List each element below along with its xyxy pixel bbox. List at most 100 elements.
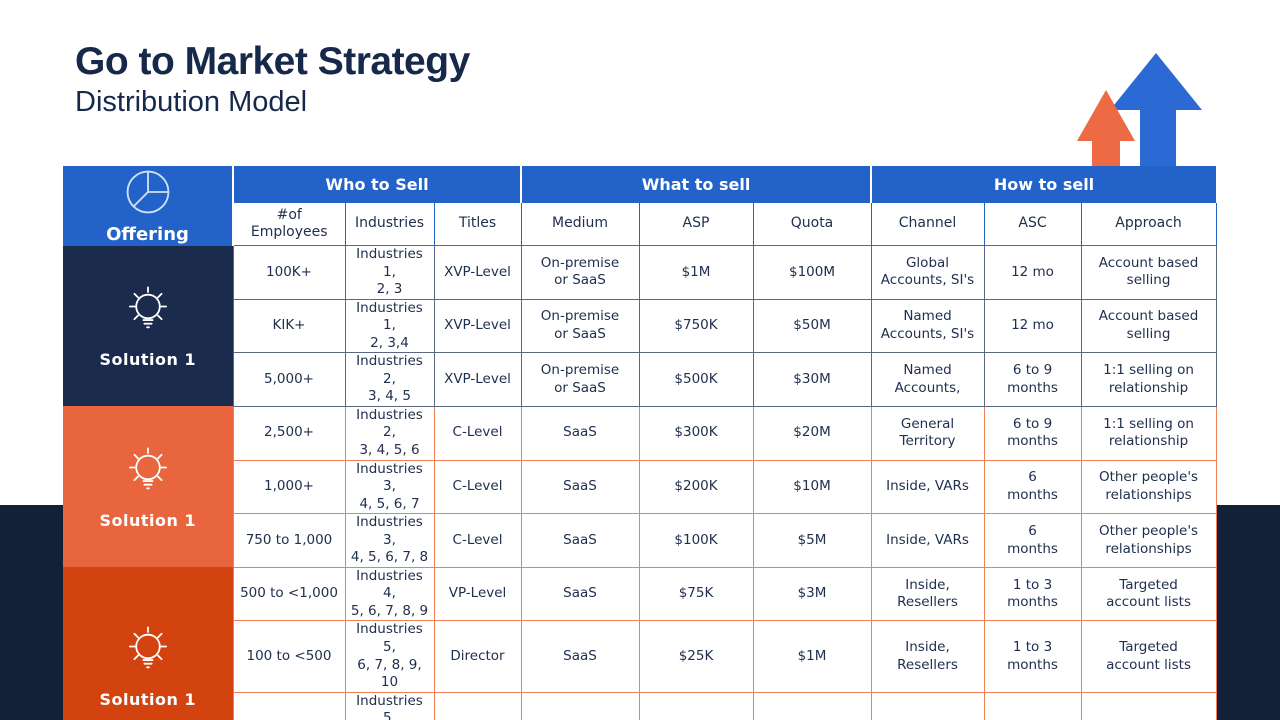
table-cell: XVP-Level — [433, 245, 522, 300]
table-cell: Industries 5, 6, 7, 8, 9, 10 — [344, 691, 435, 720]
table-row: Solution 1 500 to <1,000 Industries 4, 5, … — [63, 566, 1217, 720]
table-row: <100Industries 5, 6, 7, 8, 9, 10Director… — [63, 691, 1217, 720]
table-cell: 1:1 selling on relationship — [1080, 405, 1217, 461]
table-cell: $5K — [638, 691, 754, 720]
table-cell: 6 to 9 months — [983, 352, 1082, 407]
lightbulb-icon — [128, 626, 167, 669]
table-cell: $30M — [752, 352, 872, 407]
table-cell: $25K — [638, 620, 754, 693]
table-cell: Targeted account lists — [1080, 620, 1217, 693]
pie-chart-icon — [126, 170, 169, 214]
table-cell: Inside, VARs — [870, 513, 985, 568]
table-cell: SaaS — [520, 513, 640, 568]
table-cell: Industries 2, 3, 4, 5, 6 — [344, 405, 435, 461]
table-cell: $1M — [752, 620, 872, 693]
column-header-titles: Titles — [433, 203, 522, 246]
offering-label: Offering — [106, 224, 189, 246]
table-cell: C-Level — [433, 513, 522, 568]
table-cell: Other people's relationships — [1080, 459, 1217, 515]
table-cell: Industries 1, 2, 3,4 — [344, 298, 435, 354]
column-header-channel: Channel — [870, 203, 985, 246]
page-title: Go to Market Strategy — [75, 40, 470, 83]
table-cell: 5,000+ — [232, 352, 346, 407]
table-cell: General Territory — [870, 405, 985, 461]
table-cell: $500K — [638, 352, 754, 407]
table-cell: Named Accounts, — [870, 352, 985, 407]
table-cell: Industries 3, 4, 5, 6, 7, 8 — [344, 513, 435, 568]
table-cell: 750 to 1,000 — [232, 513, 346, 568]
table-cell: $750K — [638, 298, 754, 354]
title-block: Go to Market Strategy Distribution Model — [75, 40, 470, 119]
solution-group-cell: Solution 1 — [63, 406, 233, 568]
table-cell: Named Accounts, SI's — [870, 298, 985, 354]
solution-label: Solution 1 — [99, 511, 197, 531]
table-cell: C-Level — [433, 405, 522, 461]
column-group-how-to-sell: How to sell — [870, 166, 1217, 203]
table-cell: Other people's relationships — [1080, 513, 1217, 568]
table-cell: 1:1 selling on relationship — [1080, 352, 1217, 407]
table-cell: Director — [433, 691, 522, 720]
table-cell: $10M — [752, 459, 872, 515]
table-cell: VP-Level — [433, 566, 522, 622]
table-cell: Industries 1, 2, 3 — [344, 245, 435, 300]
solution-group-cell: Solution 1 — [63, 245, 233, 407]
table-cell: 12 mo — [983, 245, 1082, 300]
blue-up-arrow-icon — [1110, 53, 1202, 166]
table-cell: 6 to 9 months — [983, 405, 1082, 461]
table-cell: KIK+ — [232, 298, 346, 354]
offering-header-cell: Offering — [63, 166, 234, 246]
table-cell: Account based selling — [1080, 298, 1217, 354]
table-row: Solution 1 2,500+ Industries 2, 3, 4, 5, 6… — [63, 405, 1217, 568]
table-cell: XVP-Level — [433, 352, 522, 407]
table-cell: Account based selling — [1080, 245, 1217, 300]
table-cell: SaaS — [520, 405, 640, 461]
table-cell: 2,500+ — [232, 405, 346, 461]
table-cell: $20M — [752, 405, 872, 461]
table-cell: 6 months — [983, 459, 1082, 515]
table-cell: $5M — [752, 513, 872, 568]
column-header-quota: Quota — [752, 203, 872, 246]
table-cell: Inside, VARs — [870, 459, 985, 515]
table-cell: 12 mo — [983, 298, 1082, 354]
table-cell: Global Accounts, SI's — [870, 245, 985, 300]
table-cell: $100K — [638, 513, 754, 568]
table-cell: Inside, Resellers — [870, 620, 985, 693]
table-cell: 6 months — [983, 513, 1082, 568]
table-cell: SaaS — [520, 459, 640, 515]
growth-arrows-icon — [1077, 53, 1202, 166]
table-cell: On-premise or SaaS — [520, 245, 640, 300]
table-cell: Website — [1080, 691, 1217, 720]
column-header-employees: #of Employees — [232, 203, 346, 246]
table-cell: Distributors — [870, 691, 985, 720]
table-cell: 1,000+ — [232, 459, 346, 515]
table-cell: 500 to <1,000 — [232, 566, 346, 622]
table-cell: $200K — [638, 459, 754, 515]
page-subtitle: Distribution Model — [75, 86, 308, 118]
table-cell: Director — [433, 620, 522, 693]
table-cell: 1 to 3 months — [983, 566, 1082, 622]
table-cell: $300K — [638, 405, 754, 461]
table-row: KIK+ Industries 1, 2, 3,4 XVP-Level On-prem… — [63, 298, 1217, 354]
column-group-who-to-sell: Who to Sell — [232, 166, 521, 203]
table-row: Solution 1 100K+ Industries 1, 2, 3 XVP-Lev… — [63, 245, 1217, 407]
column-header-asp: ASP — [638, 203, 754, 246]
lightbulb-icon — [128, 286, 167, 329]
table-cell: $75K — [638, 566, 754, 622]
table-cell: On-premise or SaaS — [520, 352, 640, 407]
table-cell: SaaS — [520, 620, 640, 693]
table-cell: $50M — [752, 298, 872, 354]
table-cell: Industries 5, 6, 7, 8, 9, 10 — [344, 620, 435, 693]
column-header-industries: Industries — [344, 203, 435, 246]
table-cell: 100 to <500 — [232, 620, 346, 693]
table-cell: 1 to 3 months — [983, 620, 1082, 693]
solution-label: Solution 1 — [99, 350, 197, 370]
table-cell: Industries 3, 4, 5, 6, 7 — [344, 459, 435, 515]
table-cell: Targeted account lists — [1080, 566, 1217, 622]
table-cell: $1M — [638, 245, 754, 300]
table-cell: $3M — [752, 566, 872, 622]
table-row: 100 to <500 Industries 5, 6, 7, 8, 9, 10 D… — [63, 620, 1217, 693]
column-header-medium: Medium — [520, 203, 640, 246]
lightbulb-icon — [128, 447, 167, 490]
column-header-approach: Approach — [1080, 203, 1217, 246]
